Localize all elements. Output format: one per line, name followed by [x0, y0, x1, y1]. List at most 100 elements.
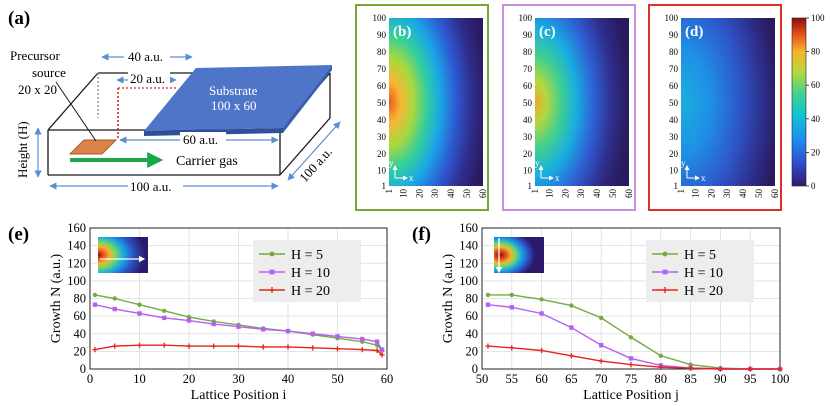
series-line	[94, 303, 383, 350]
data-point	[485, 302, 491, 307]
legend-label: H = 20	[291, 284, 330, 299]
data-point	[310, 331, 315, 336]
series-line	[487, 303, 780, 370]
x-tick-label: 60	[535, 372, 548, 386]
x-axis-letter: x	[409, 173, 414, 183]
chart-panel-e: 0 10 20 30 40 50 60020406080100120140160Lattic…	[8, 221, 393, 403]
y-tick-label: 10	[523, 166, 533, 176]
data-point	[688, 365, 694, 371]
y-tick-label: 1	[674, 181, 679, 191]
legend-marker	[269, 287, 275, 293]
legend-label: H = 10	[684, 266, 723, 281]
data-point	[112, 343, 118, 349]
data-point	[161, 342, 167, 348]
x-tick-label: 30	[430, 189, 440, 199]
panel-label: (b)	[393, 24, 411, 40]
dim-100-side-arrow	[287, 121, 341, 181]
data-point	[569, 303, 574, 308]
substrate-top	[144, 65, 332, 131]
plot-area	[481, 227, 781, 370]
data-point	[509, 292, 514, 298]
data-point	[539, 311, 544, 316]
x-tick-label: 30	[576, 189, 586, 199]
colorbar-tick-label: 0	[811, 181, 816, 191]
x-tick-label: 10	[133, 372, 146, 386]
panel-label-e: (e)	[8, 224, 29, 245]
y-tick-label: 120	[67, 256, 86, 270]
data-point	[136, 342, 143, 348]
y-tick-label: 20	[523, 149, 533, 159]
series-line	[487, 294, 780, 370]
data-point	[92, 347, 98, 353]
chart-panel-f: 50 55 60 65 70 75 80 85 90 95 100 0 20 40 60 80 100 120 14…	[412, 221, 789, 403]
x-tick-label: 40	[592, 189, 602, 199]
y-tick-label: 20	[669, 149, 679, 159]
data-point	[236, 324, 241, 329]
heatmap-field	[389, 18, 483, 186]
data-point	[717, 366, 723, 372]
precursor-source	[68, 139, 118, 155]
dim-60-label: 60 a.u.	[183, 132, 218, 147]
x-tick-label: 85	[684, 372, 697, 386]
data-point	[747, 366, 753, 372]
data-point	[485, 343, 491, 349]
x-axis-label: Lattice Position j	[583, 388, 679, 403]
x-tick-label: 50	[462, 189, 472, 199]
data-point	[261, 327, 266, 332]
colorbar-gradient	[791, 17, 807, 187]
y-tick-label: 1	[528, 181, 533, 191]
y-tick-label: 20	[466, 344, 479, 358]
y-tick-label: 80	[466, 292, 479, 306]
x-tick-label: 1	[530, 189, 540, 194]
x-tick-label: 1	[676, 189, 686, 194]
data-point	[92, 292, 98, 298]
data-point	[688, 362, 693, 367]
y-tick-label: 70	[669, 64, 679, 74]
x-tick-label: 100	[771, 372, 790, 386]
y-axis-letter: y	[681, 158, 686, 168]
y-tick-label: 70	[523, 64, 533, 74]
legend-marker	[662, 269, 668, 275]
x-tick-label: 10	[544, 189, 554, 199]
heatmap-field	[535, 18, 629, 186]
x-tick-label: 50	[754, 189, 764, 199]
data-point	[211, 321, 216, 327]
x-tick-label: 30	[232, 372, 245, 386]
series-line	[487, 345, 780, 370]
data-point	[777, 366, 783, 372]
y-tick-label: 0	[80, 362, 86, 376]
y-tick-label: 0	[472, 362, 478, 376]
x-tick-label: 20	[706, 189, 716, 199]
colorbar-tick-label: 100	[811, 13, 825, 23]
y-tick-label: 40	[669, 115, 679, 125]
heatmap-frame	[355, 4, 489, 211]
x-axis-letter: x	[701, 173, 706, 183]
y-tick-label: 40	[377, 115, 387, 125]
y-tick-label: 100	[373, 13, 387, 23]
data-point	[92, 302, 98, 307]
substrate-label-line2: 100 x 60	[211, 98, 257, 113]
y-tick-label: 50	[523, 98, 533, 108]
substrate-right-edge	[283, 65, 332, 133]
y-tick-label: 10	[377, 166, 387, 176]
y-tick-label: 90	[669, 30, 679, 40]
x-tick-label: 60	[624, 189, 634, 199]
series-line	[94, 294, 383, 351]
data-point	[485, 292, 491, 298]
data-point	[137, 302, 142, 307]
inset-thumbnail-field	[98, 237, 148, 273]
data-point	[359, 347, 365, 353]
data-point	[509, 345, 515, 351]
dim-20-label: 20 a.u.	[130, 71, 165, 86]
x-tick-label: 0	[87, 372, 93, 386]
data-point	[335, 334, 340, 339]
x-tick-label: 40	[738, 189, 748, 199]
x-tick-label: 60	[770, 189, 780, 199]
y-tick-label: 100	[67, 274, 86, 288]
data-point	[628, 335, 634, 340]
precursor-label-line1: Precursor	[10, 48, 60, 63]
data-point	[112, 306, 117, 312]
y-tick-label: 1	[382, 181, 387, 191]
